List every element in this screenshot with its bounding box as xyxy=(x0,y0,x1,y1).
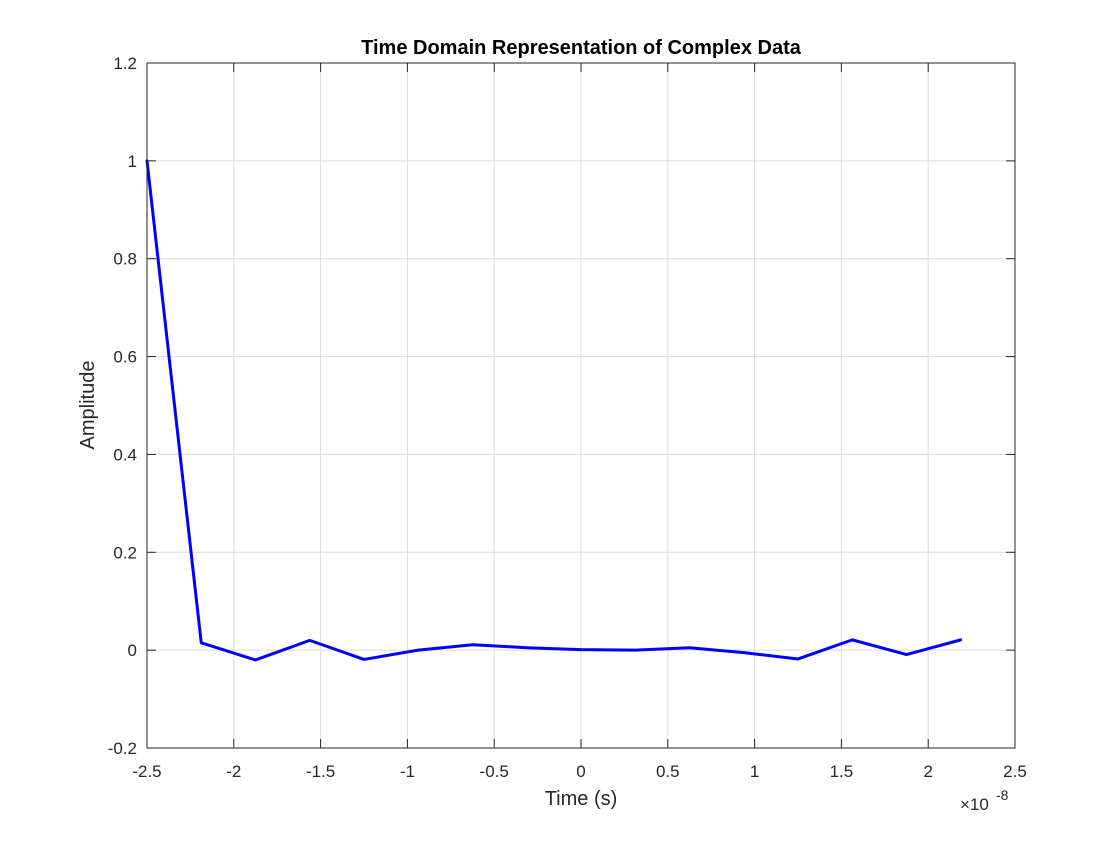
y-tick-label: -0.2 xyxy=(108,739,137,758)
series-layer xyxy=(147,161,961,660)
y-tick-label: 0.8 xyxy=(113,250,137,269)
y-tick-label: 0.2 xyxy=(113,543,137,562)
y-tick-label: 1.2 xyxy=(113,54,137,73)
series-line xyxy=(147,161,961,660)
x-exponent-power: -8 xyxy=(996,787,1009,803)
y-tick-label: 1 xyxy=(128,152,137,171)
x-tick-label: 0.5 xyxy=(656,762,680,781)
x-tick-label: -2.5 xyxy=(132,762,161,781)
x-exponent-base: ×10 xyxy=(960,795,989,814)
y-axis-label: Amplitude xyxy=(77,361,99,450)
x-axis-exponent: ×10 -8 xyxy=(960,787,1009,814)
x-axis-label: Time (s) xyxy=(545,788,618,810)
y-tick-label: 0.6 xyxy=(113,348,137,367)
x-tick-label: 1 xyxy=(750,762,759,781)
y-tick-label: 0.4 xyxy=(113,445,137,464)
x-tick-label: -1 xyxy=(400,762,415,781)
y-tick-label: 0 xyxy=(128,641,137,660)
x-tick-label: -1.5 xyxy=(306,762,335,781)
x-tick-label: 1.5 xyxy=(830,762,854,781)
chart-title: Time Domain Representation of Complex Da… xyxy=(361,37,802,59)
grid xyxy=(147,63,1015,748)
x-tick-label: 2 xyxy=(923,762,932,781)
x-tick-label: 0 xyxy=(576,762,585,781)
x-tick-label: -0.5 xyxy=(480,762,509,781)
x-tick-label: 2.5 xyxy=(1003,762,1027,781)
x-tick-label: -2 xyxy=(226,762,241,781)
tick-labels: -2.5 -2 -1.5 -1 -0.5 0 0.5 1 1.5 2 2.5 -0.2 0 0.2 0.4 0… xyxy=(108,54,1027,781)
